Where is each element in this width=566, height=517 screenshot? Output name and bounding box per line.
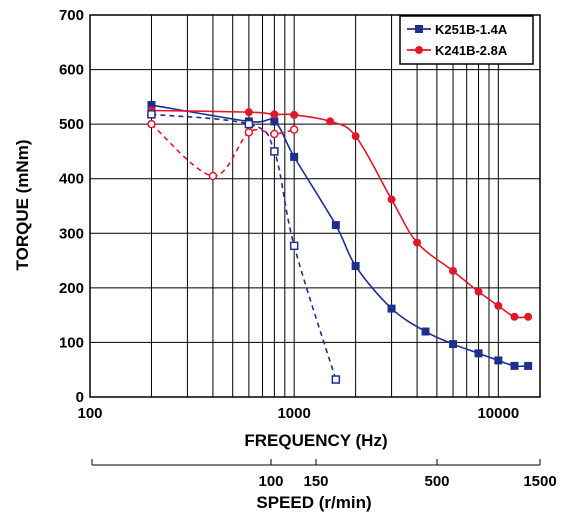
x-tick-label: 10000 (477, 405, 519, 422)
legend-label: K241B-2.8A (435, 43, 508, 58)
data-point (289, 241, 299, 251)
data-point (147, 110, 156, 119)
data-point (351, 132, 360, 141)
data-point (208, 171, 218, 181)
series-line (151, 113, 337, 380)
data-point (387, 304, 396, 313)
y-tick-label: 100 (59, 334, 84, 351)
data-point (474, 287, 483, 296)
series-line (151, 109, 529, 319)
y-tick-label: 300 (59, 225, 84, 242)
data-point (326, 117, 335, 126)
legend: K251B-1.4A K241B-2.8A (399, 15, 534, 65)
data-point (421, 327, 430, 336)
data-point (244, 119, 254, 129)
x-tick-label: 100 (77, 405, 102, 422)
speed-tick-label: 100 (258, 473, 283, 490)
y-tick-label: 600 (59, 62, 84, 79)
y-tick-label: 0 (76, 389, 84, 406)
data-point (289, 125, 299, 134)
data-point (290, 110, 299, 119)
data-point (449, 266, 458, 275)
data-point (449, 340, 458, 349)
data-point (494, 301, 503, 310)
data-point (290, 152, 299, 161)
data-point (510, 312, 519, 321)
data-point (413, 238, 422, 247)
speed-axis-title: SPEED (r/min) (256, 493, 371, 512)
data-point (270, 110, 279, 119)
speed-tick-label: 500 (424, 473, 449, 490)
data-point (244, 128, 254, 137)
legend-box (399, 15, 534, 65)
x-axis-title: FREQUENCY (Hz) (244, 431, 387, 450)
data-point (270, 129, 279, 139)
x-tick-label: 1000 (277, 405, 310, 422)
data-point (494, 356, 503, 365)
speed-axis-ticks: 100 150 500 1500 (91, 459, 557, 490)
data-point (387, 195, 396, 204)
data-point (331, 221, 340, 230)
series-2 (147, 110, 341, 384)
y-axis-title: TORQUE (mNm) (13, 140, 32, 271)
data-point (510, 361, 519, 370)
series-group (147, 101, 533, 384)
data-point (524, 361, 533, 370)
data-point (351, 262, 360, 271)
y-tick-label: 700 (59, 7, 84, 24)
y-tick-label: 400 (59, 171, 84, 188)
legend-label: K251B-1.4A (435, 22, 508, 37)
series-0 (147, 101, 533, 370)
plot-frame (89, 14, 541, 398)
speed-tick-label: 1500 (523, 473, 556, 490)
series-3 (147, 119, 299, 181)
y-tick-label: 500 (59, 116, 84, 133)
series-1 (147, 106, 533, 321)
y-tick-label: 200 (59, 280, 84, 297)
data-point (331, 375, 341, 384)
series-line (151, 104, 529, 368)
grid (90, 15, 540, 397)
data-point (474, 349, 483, 358)
data-point (244, 108, 253, 117)
speed-tick-label: 150 (303, 473, 328, 490)
data-point (147, 119, 156, 129)
data-point (270, 147, 279, 156)
legend-swatch-marker (415, 46, 423, 54)
legend-swatch-marker (415, 25, 423, 33)
data-point (524, 312, 533, 321)
data-point (270, 117, 279, 126)
